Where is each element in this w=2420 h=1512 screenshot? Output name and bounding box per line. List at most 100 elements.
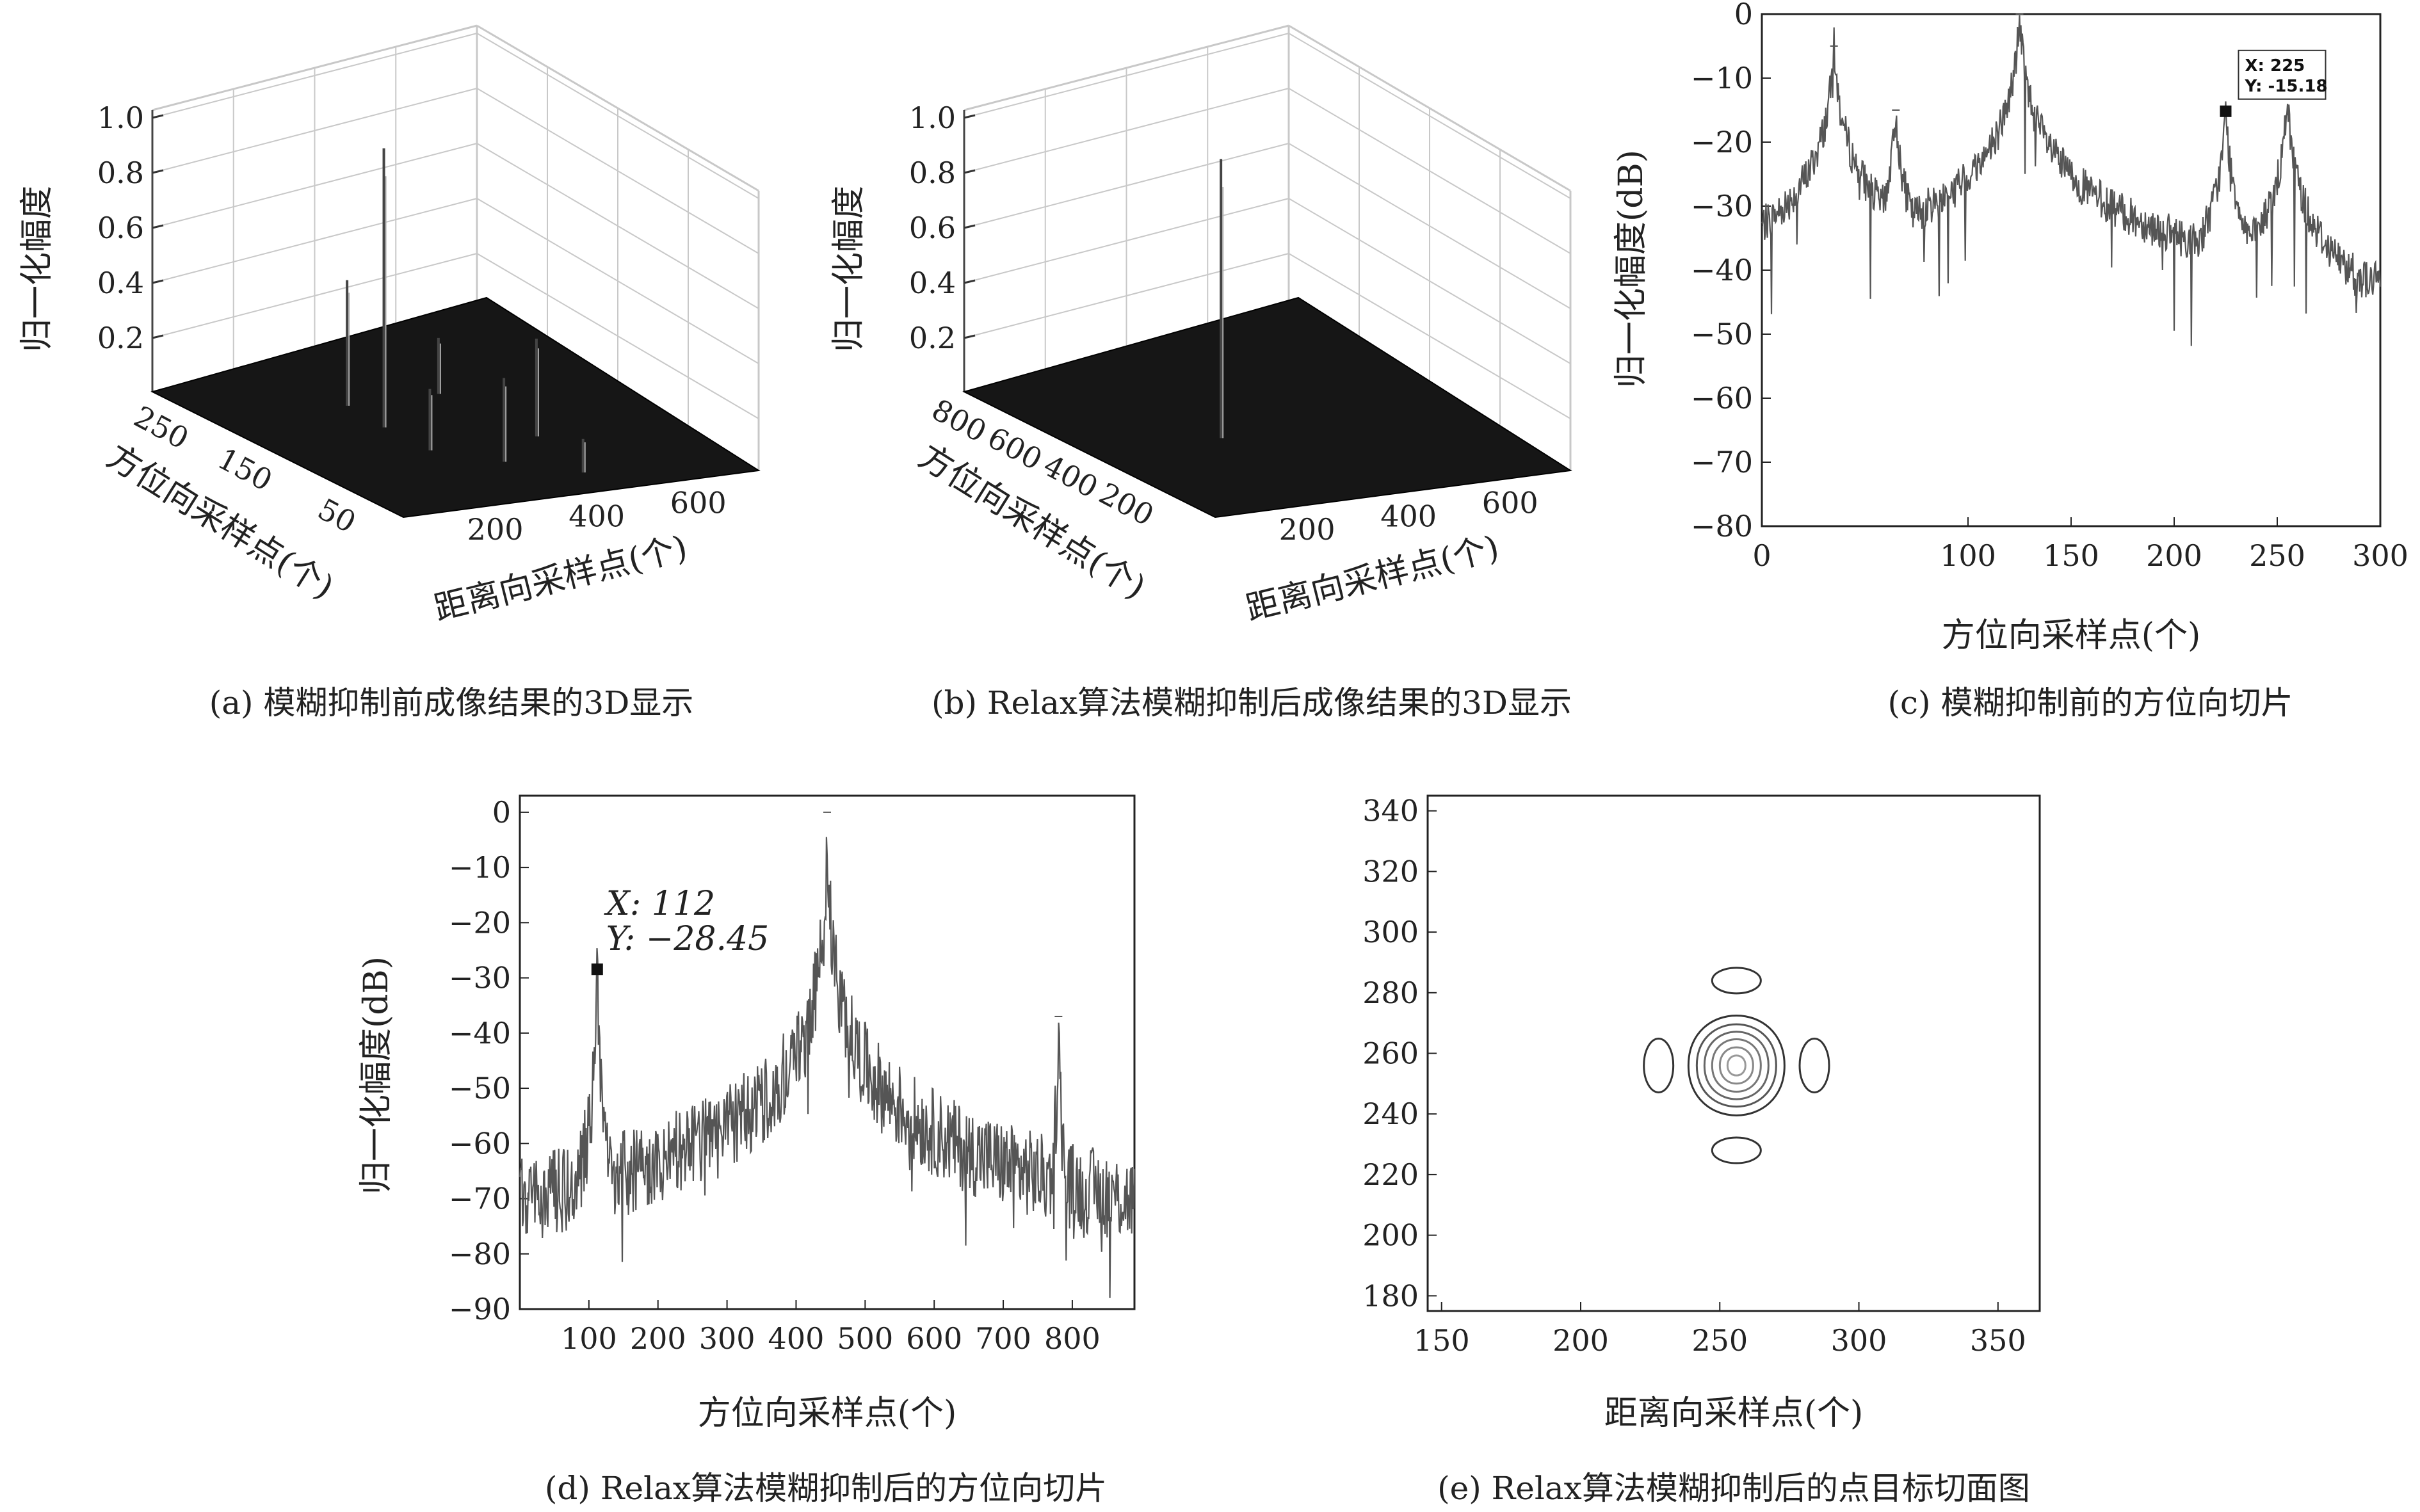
y-tick-label: −80 — [449, 1237, 511, 1271]
x-tick-label: 200 — [2146, 538, 2202, 573]
y-tick-label: 0 — [492, 795, 511, 830]
z-tick-mark — [152, 279, 164, 284]
y-tick-label: −30 — [449, 961, 511, 995]
y-tick-label: 320 — [1362, 854, 1419, 889]
x-tick-label: 600 — [1482, 485, 1538, 520]
mainlobe-contour — [1703, 1031, 1770, 1100]
x-tick-label: 600 — [670, 485, 727, 520]
x-tick-label: 700 — [975, 1321, 1031, 1356]
y-tick-label: −40 — [449, 1016, 511, 1050]
datatip-marker — [591, 963, 603, 976]
z-tick-label: 0.8 — [97, 156, 144, 190]
x-tick-label: 600 — [906, 1321, 962, 1356]
x-tick-label: 400 — [569, 499, 625, 533]
x-tick-label: 400 — [768, 1321, 825, 1356]
panel-b-floor-plane — [962, 296, 1572, 519]
z-tick-mark — [964, 279, 976, 284]
y-tick-label: −20 — [1691, 125, 1753, 159]
caption-c: (c) 模糊抑制前的方位向切片 — [1888, 684, 2293, 721]
y-tick-label: 300 — [1362, 915, 1419, 949]
x-tick-label: 200 — [630, 1321, 686, 1356]
x-axis-label: 方位向采样点(个) — [698, 1394, 957, 1433]
x-tick-label: 500 — [837, 1321, 893, 1356]
x-tick-label: 800 — [1044, 1321, 1101, 1356]
mainlobe-contour — [1726, 1054, 1746, 1077]
y-tick-label: −50 — [1691, 317, 1753, 351]
z-tick-mark — [152, 114, 164, 119]
sidelobe-contour — [1798, 1037, 1830, 1093]
x-tick-label: 100 — [1940, 538, 1996, 573]
y-tick-label: 180 — [1362, 1278, 1419, 1313]
y-axis-label: 归一化幅度(dB) — [1612, 150, 1650, 388]
datatip-x-label: X: 225 — [2245, 56, 2305, 76]
x-tick-label: 0 — [1752, 538, 1771, 573]
datatip-marker — [2220, 105, 2232, 117]
y-tick-label: −90 — [449, 1292, 511, 1326]
y-tick-label: 340 — [1362, 794, 1419, 828]
sidelobe-contour — [1711, 967, 1762, 995]
datatip-box — [2238, 49, 2327, 100]
y-tick-label: 240 — [1362, 1097, 1419, 1131]
z-tick-mark — [964, 114, 976, 119]
panel-a-walls: 1.0 0.8 0.6 0.4 0.2 — [97, 24, 760, 470]
z-tick-mark — [152, 334, 164, 339]
y-tick-label: −60 — [449, 1126, 511, 1161]
caption-a: (a) 模糊抑制前成像结果的3D显示 — [209, 684, 694, 721]
panel-a-floor-plane — [150, 296, 761, 519]
x-tick-label: 150 — [1414, 1323, 1470, 1358]
x-tick-label: 200 — [1553, 1323, 1609, 1358]
y-tick-label: −60 — [1691, 381, 1753, 415]
mainlobe-contour — [1718, 1046, 1754, 1085]
x-tick-label: 200 — [467, 512, 524, 547]
y-tick-label: −10 — [1691, 61, 1753, 95]
z-tick-label: 1.0 — [909, 101, 956, 135]
y-tick-label: 280 — [1362, 976, 1419, 1010]
x-axis-label: 距离向采样点(个) — [1604, 1394, 1864, 1433]
y-tick-label: −50 — [449, 1071, 511, 1106]
x-tick-label: 250 — [2249, 538, 2305, 573]
panel-e-contour-plot: 150 200 250 300 350 340 320 300 280 260 240 220 200 1… — [1362, 794, 2041, 1507]
sidelobe-contour — [1643, 1037, 1675, 1093]
y-tick-label: 220 — [1362, 1157, 1419, 1192]
z-tick-mark — [964, 169, 976, 174]
z-tick-label: 0.2 — [909, 321, 956, 355]
y-tick-label: −20 — [449, 905, 511, 940]
x-tick-label: 300 — [2352, 538, 2408, 573]
z-axis-label: 归一化幅度 — [18, 186, 56, 352]
y-tick-label: −40 — [1691, 253, 1753, 287]
x-tick-label: 400 — [1380, 499, 1437, 533]
signal-curve — [519, 837, 1136, 1298]
z-tick-label: 0.4 — [909, 266, 956, 300]
mainlobe-contour — [1687, 1015, 1786, 1116]
x-tick-label: 300 — [699, 1321, 755, 1356]
caption-e: (e) Relax算法模糊抑制后的点目标切面图 — [1437, 1470, 2030, 1507]
x-axis-label: 方位向采样点(个) — [1942, 616, 2201, 655]
z-tick-mark — [152, 224, 164, 229]
x-tick-label: 300 — [1831, 1323, 1887, 1358]
panel-d-azimuth-slice: 100 200 300 400 500 600 700 800 0 −10 −20 −30 −40 −50… — [357, 794, 1136, 1507]
sidelobe-contour — [1711, 1136, 1762, 1164]
plot-frame — [1426, 794, 2041, 1312]
y-axis-label: 归一化幅度(dB) — [357, 956, 396, 1194]
caption-d: (d) Relax算法模糊抑制后的方位向切片 — [545, 1470, 1107, 1507]
z-axis-label: 归一化幅度 — [830, 186, 868, 352]
z-tick-label: 0.6 — [909, 211, 956, 245]
x-tick-label: 150 — [2043, 538, 2099, 573]
z-tick-label: 0.2 — [97, 321, 144, 355]
y-tick-label: −30 — [1691, 189, 1753, 223]
z-tick-mark — [964, 334, 976, 339]
z-tick-label: 0.4 — [97, 266, 144, 300]
caption-b: (b) Relax算法模糊抑制后成像结果的3D显示 — [932, 684, 1572, 721]
x-tick-label: 200 — [1279, 512, 1335, 547]
y-tick-label: 200 — [1362, 1218, 1419, 1253]
z-tick-label: 1.0 — [97, 101, 144, 135]
y-tick-label: −70 — [449, 1182, 511, 1216]
datatip-x-label: X: 112 — [604, 885, 715, 923]
panel-c-azimuth-slice: 0 100 150 200 250 300 0 −10 −20 −30 −40 −50 −60 −70 −8… — [1612, 0, 2408, 721]
y-tick-label: 0 — [1734, 0, 1753, 31]
x-tick-label: 350 — [1970, 1323, 2026, 1358]
datatip-y-label: Y: -15.18 — [2245, 77, 2328, 96]
y-tick-label: −80 — [1691, 509, 1753, 543]
